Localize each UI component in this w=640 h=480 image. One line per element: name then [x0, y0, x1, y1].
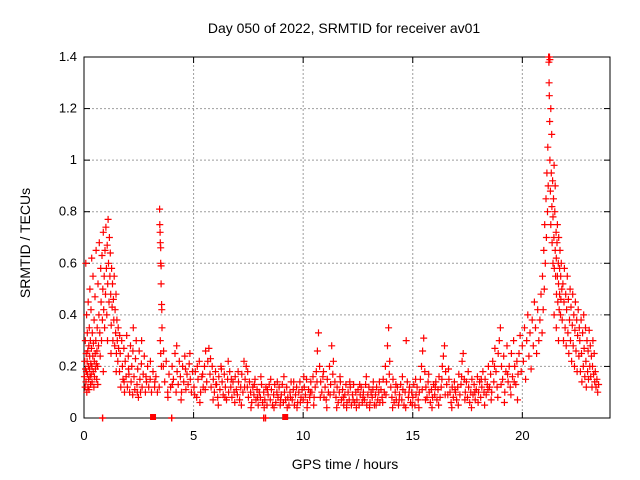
tick-labels: 0 5 10 15 20 0 0.2 0.4 0.6 0.8 1 1.2 1.4 — [59, 49, 530, 443]
plot-frame — [83, 56, 611, 419]
axis-plus-markers — [99, 414, 269, 422]
x-axis-title: GPS time / hours — [292, 456, 399, 472]
y-tick-label-0.4: 0.4 — [59, 307, 77, 322]
y-tick-label-1.2: 1.2 — [59, 101, 77, 116]
chart-title: Day 050 of 2022, SRMTID for receiver av0… — [208, 20, 481, 36]
y-tick-label-0.2: 0.2 — [59, 358, 77, 373]
plot-border — [83, 56, 611, 419]
y-tick-label-0.6: 0.6 — [59, 255, 77, 270]
axis-square-marker — [282, 414, 289, 420]
x-tick-label-20: 20 — [515, 428, 529, 443]
y-axis-title: SRMTID / TECUs — [17, 188, 33, 298]
data-points — [80, 53, 603, 422]
axis-square-marker — [150, 414, 157, 420]
x-tick-label-15: 15 — [406, 428, 420, 443]
series-SRMTID-markers — [80, 53, 603, 412]
y-tick-label-0: 0 — [70, 410, 77, 425]
x-tick-label-5: 5 — [190, 428, 197, 443]
x-tick-label-10: 10 — [296, 428, 310, 443]
y-tick-label-1: 1 — [70, 152, 77, 167]
gridlines — [84, 57, 610, 418]
y-tick-label-1.4: 1.4 — [59, 49, 77, 64]
y-tick-label-0.8: 0.8 — [59, 204, 77, 219]
x-tick-label-0: 0 — [80, 428, 87, 443]
